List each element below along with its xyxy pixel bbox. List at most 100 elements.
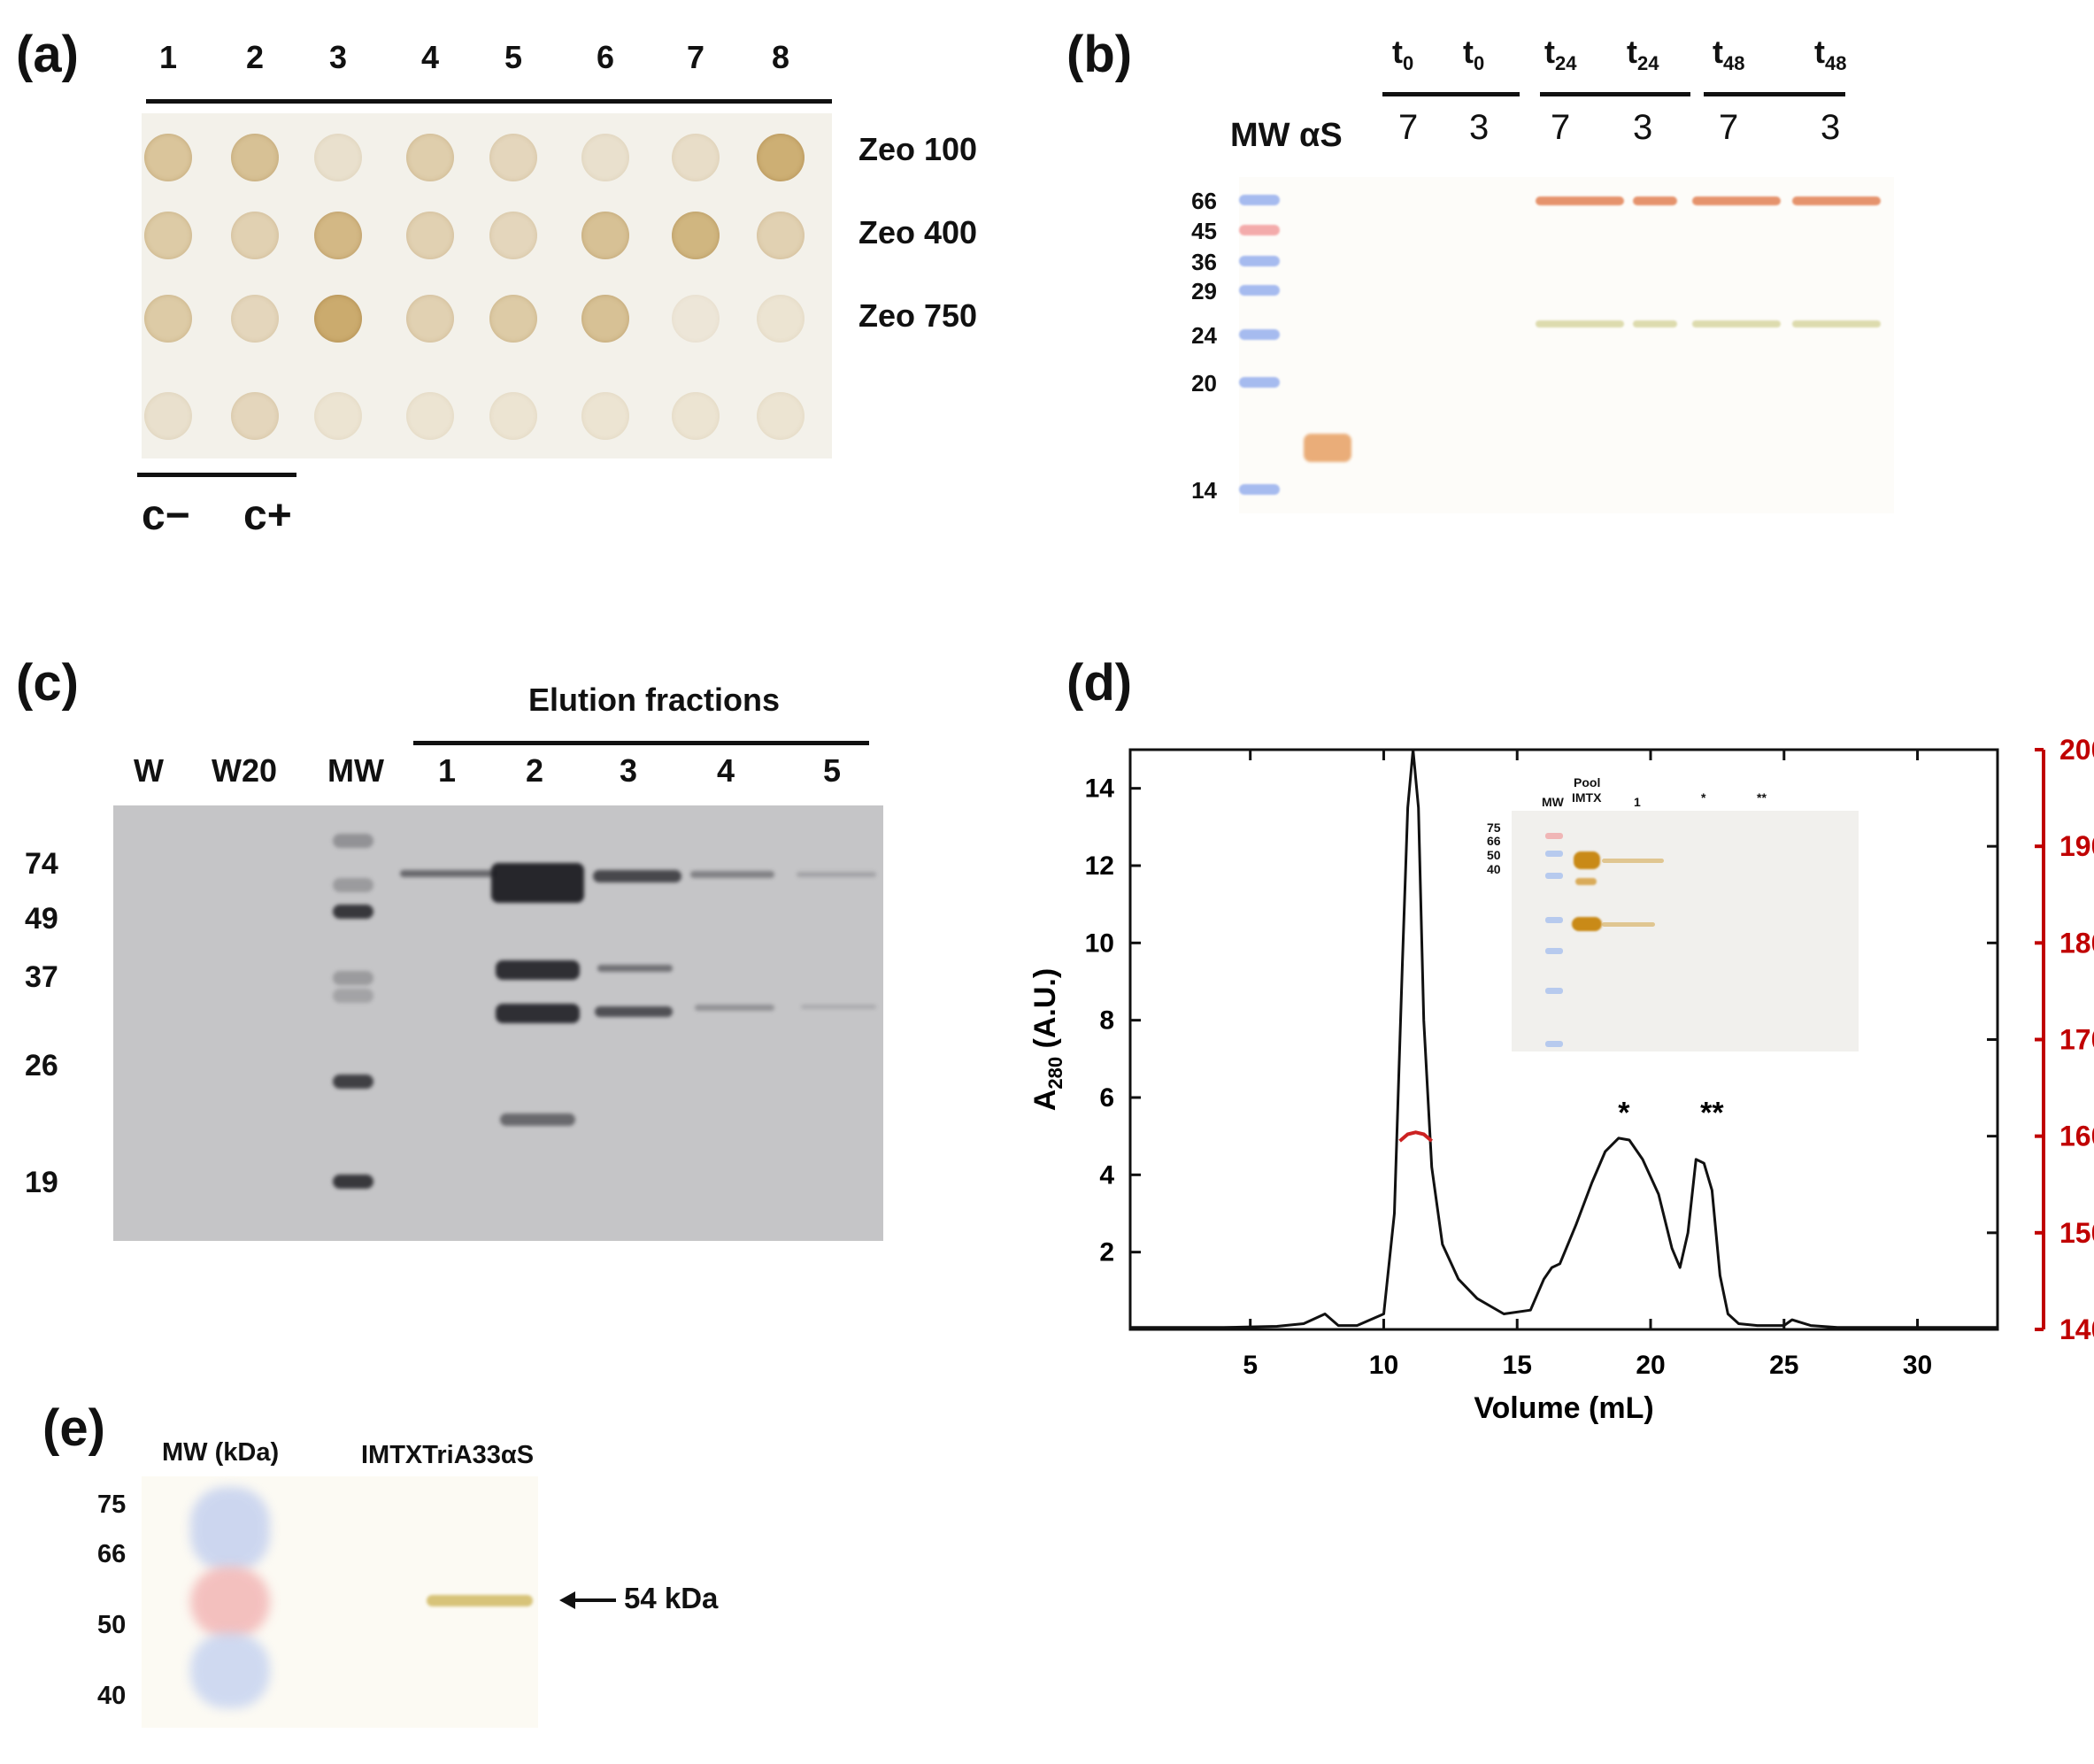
- y-tick-label: 6: [1099, 1083, 1114, 1113]
- panel-a-dot: [314, 392, 362, 440]
- panel-a-dot: [231, 392, 279, 440]
- panel-c-band: [500, 1113, 575, 1126]
- panel-a-label: (a): [16, 26, 79, 83]
- panel-a-row-label-zeo100: Zeo 100: [858, 131, 978, 167]
- panel-d-inset-pool-band-top: [1574, 851, 1600, 869]
- panel-d-inset-ladder-band: [1545, 833, 1563, 839]
- panel-a-dot: [144, 212, 192, 259]
- panel-b-time-sub: 24: [1637, 52, 1659, 75]
- panel-b-ladder-band: [1239, 285, 1280, 296]
- panel-d-inset-lane1-band2: [1602, 922, 1655, 927]
- y-axis-label-main: A: [1028, 1090, 1062, 1112]
- y2-tick-label: 190: [2059, 830, 2094, 862]
- y2-tick-label: 180: [2059, 927, 2094, 959]
- y-axis-label-rest: (A.U.): [1028, 968, 1062, 1057]
- panel-a-dot: [757, 134, 804, 181]
- panel-a-lane-number: 3: [328, 39, 348, 75]
- panel-b-mw-label: 29: [1191, 278, 1217, 304]
- panel-a-control-pos: c+: [243, 492, 292, 539]
- panel-b-label: (b): [1066, 26, 1133, 83]
- panel-a-dot: [489, 134, 537, 181]
- panel-c-band: [593, 870, 681, 882]
- panel-d-inset-ladder-band: [1545, 948, 1563, 954]
- panel-d-inset-ladder-band: [1545, 917, 1563, 923]
- panel-a-dot: [581, 392, 629, 440]
- panel-b-mw-label: 24: [1191, 322, 1217, 349]
- panel-b-rule-t0: [1382, 92, 1520, 96]
- panel-c-lane-label: 4: [716, 752, 735, 789]
- y2-tick-label: 170: [2059, 1024, 2094, 1056]
- panel-b-header-as: αS: [1299, 117, 1343, 154]
- panel-e-annotation: 54 kDa: [624, 1582, 719, 1614]
- panel-a-dot: [406, 295, 454, 343]
- panel-c-band: [801, 1005, 876, 1009]
- panel-d-inset-lane-pool: Pool: [1574, 775, 1601, 790]
- panel-a-dot: [489, 295, 537, 343]
- x-axis-label: Volume (mL): [1474, 1391, 1653, 1425]
- panel-a-dot: [672, 134, 720, 181]
- panel-b-time-main: t: [1814, 34, 1825, 70]
- panel-a-dot: [231, 295, 279, 343]
- panel-c-band: [491, 863, 584, 903]
- panel-a-control-neg: c−: [142, 492, 190, 539]
- panel-a-dot: [406, 212, 454, 259]
- panel-a-dot: [314, 134, 362, 181]
- panel-c-label: (c): [16, 654, 79, 712]
- panel-b-time-sub: 0: [1474, 52, 1485, 75]
- panel-c-mw-label: 19: [25, 1166, 58, 1199]
- panel-a-dot: [581, 212, 629, 259]
- panel-b-ladder-band: [1239, 377, 1280, 388]
- panel-a-dot: [672, 392, 720, 440]
- panel-b-time-sub: 24: [1555, 52, 1577, 75]
- panel-a-row-label-zeo750: Zeo 750: [858, 297, 978, 334]
- y-tick-label: 12: [1085, 851, 1114, 881]
- panel-a-dot: [489, 392, 537, 440]
- panel-d-inset-mw-label: 40: [1487, 862, 1501, 876]
- y2-tick-label: 200: [2059, 734, 2094, 766]
- panel-a-dot: [406, 392, 454, 440]
- panel-d-inset-lane-star: *: [1701, 790, 1706, 805]
- panel-b-band-66: [1633, 196, 1677, 205]
- x-tick-label: 10: [1369, 1351, 1398, 1380]
- panel-b-mw-label: 66: [1191, 188, 1217, 214]
- panel-e-mw-label: 40: [97, 1682, 127, 1710]
- panel-b-ladder-band: [1239, 484, 1280, 495]
- y2-tick-label: 150: [2059, 1217, 2094, 1249]
- panel-e-ladder-blue-top: [190, 1487, 270, 1571]
- y-axis-label-sub: 280: [1044, 1057, 1066, 1090]
- panel-b-mw-label: 20: [1191, 370, 1217, 397]
- panel-c-band: [690, 871, 774, 878]
- panel-a-dot: [144, 295, 192, 343]
- panel-d-inset-lane-mw: MW: [1542, 795, 1564, 809]
- panel-a-lane-number: 1: [158, 39, 178, 75]
- peak-mark-double-star: **: [1700, 1096, 1724, 1129]
- panel-a-dot: [672, 212, 720, 259]
- panel-e-ladder-blue-bottom: [190, 1633, 270, 1708]
- panel-a-dot: [672, 295, 720, 343]
- panel-e-ladder-red: [190, 1567, 270, 1637]
- panel-d-inset-lane1-band: [1602, 859, 1664, 863]
- panel-a-dot: [406, 134, 454, 181]
- panel-e-lane-sample: IMTXTriA33αS: [361, 1441, 535, 1469]
- panel-b-time-main: t: [1544, 34, 1555, 70]
- panel-d-inset-mw-label: 66: [1487, 834, 1501, 848]
- panel-c-band: [333, 971, 373, 985]
- panel-a-control-rule: [137, 473, 296, 477]
- panel-a-lane-number: 8: [771, 39, 790, 75]
- panel-b-lane-label: 7: [1719, 108, 1739, 147]
- panel-b-lane-label: 3: [1469, 108, 1490, 147]
- peak-mark-star: *: [1618, 1096, 1630, 1129]
- x-tick-label: 30: [1903, 1351, 1932, 1380]
- x-tick-label: 20: [1636, 1351, 1665, 1380]
- panel-b-band-66: [1692, 196, 1781, 205]
- panel-a-dot: [231, 212, 279, 259]
- x-tick-label: 5: [1243, 1351, 1258, 1380]
- panel-b-time-label: t0: [1463, 34, 1484, 75]
- panel-b-time-main: t: [1713, 34, 1723, 70]
- panel-e-label: (e): [42, 1399, 105, 1457]
- panel-e-sample-band: [427, 1595, 533, 1606]
- panel-c-lane-label: 5: [822, 752, 842, 789]
- panel-b-time-sub: 48: [1723, 52, 1745, 75]
- panel-d-inset-mw-label: 50: [1487, 848, 1501, 862]
- panel-a-row-label-zeo400: Zeo 400: [858, 214, 978, 250]
